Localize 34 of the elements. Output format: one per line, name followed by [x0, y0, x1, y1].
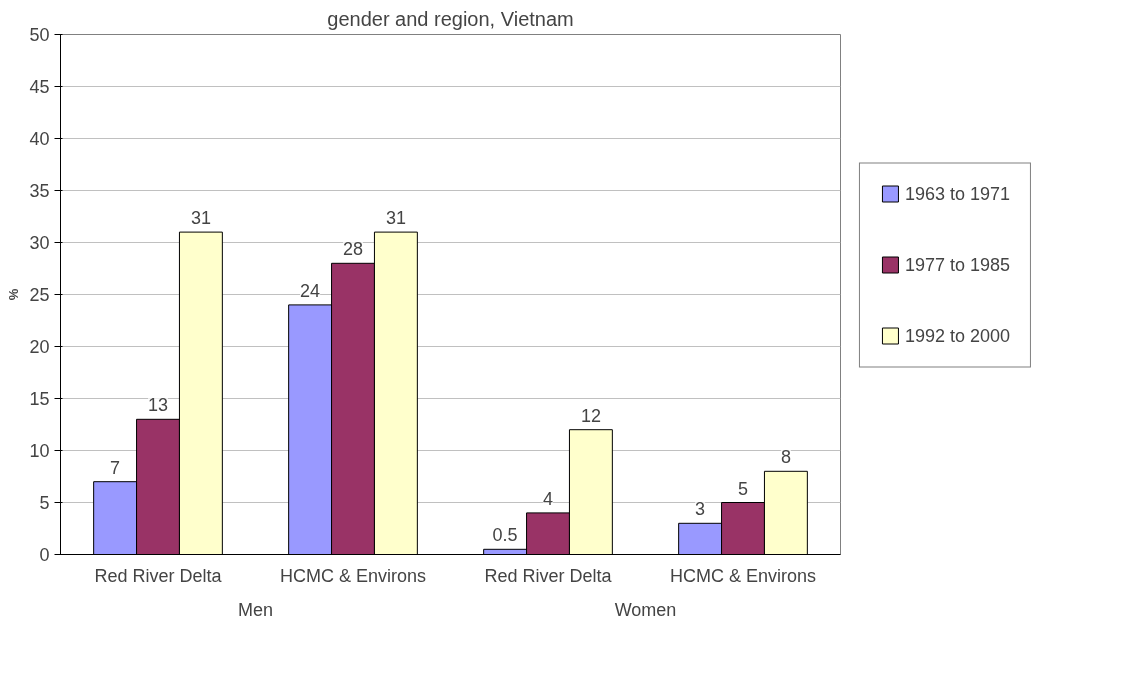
y-tick-label: 45 — [29, 77, 50, 97]
y-tick-label: 30 — [29, 233, 50, 253]
data-label: 7 — [110, 457, 121, 478]
data-label: 31 — [385, 208, 406, 229]
legend-label: 1992 to 2000 — [904, 325, 1011, 347]
data-label: 13 — [147, 395, 169, 416]
x-tick-label: HCMC & Environs — [279, 565, 427, 586]
x-tick-label: Red River Delta — [94, 565, 223, 586]
data-label: 24 — [300, 280, 321, 301]
y-tick-label: 0 — [39, 545, 50, 565]
y-tick-label: 15 — [29, 389, 50, 409]
y-tick-label: 40 — [29, 129, 50, 149]
y-tick-label: 10 — [29, 441, 50, 461]
x-tick-label: Red River Delta — [484, 565, 613, 586]
legend-label: 1963 to 1971 — [904, 183, 1011, 205]
data-label: 0.5 — [492, 525, 518, 546]
y-tick-label: 25 — [29, 285, 50, 305]
chart-title: gender and region, Vietnam — [327, 7, 574, 30]
y-tick-label: 35 — [29, 181, 50, 201]
y-tick-label: 50 — [29, 25, 50, 45]
data-label: 8 — [780, 447, 791, 468]
text: Women — [614, 599, 677, 620]
text: Men — [237, 599, 274, 620]
data-label: 31 — [190, 208, 211, 229]
legend-label: 1977 to 1985 — [904, 254, 1011, 276]
y-tick-label: 5 — [39, 493, 50, 513]
data-label: 28 — [342, 239, 364, 260]
data-label: 3 — [695, 499, 706, 520]
y-axis-title: % — [6, 288, 22, 301]
data-label: 5 — [737, 478, 749, 499]
y-tick-label: 20 — [29, 337, 50, 357]
data-label: 4 — [542, 488, 554, 509]
data-label: 12 — [580, 405, 601, 426]
x-tick-label: HCMC & Environs — [669, 565, 817, 586]
